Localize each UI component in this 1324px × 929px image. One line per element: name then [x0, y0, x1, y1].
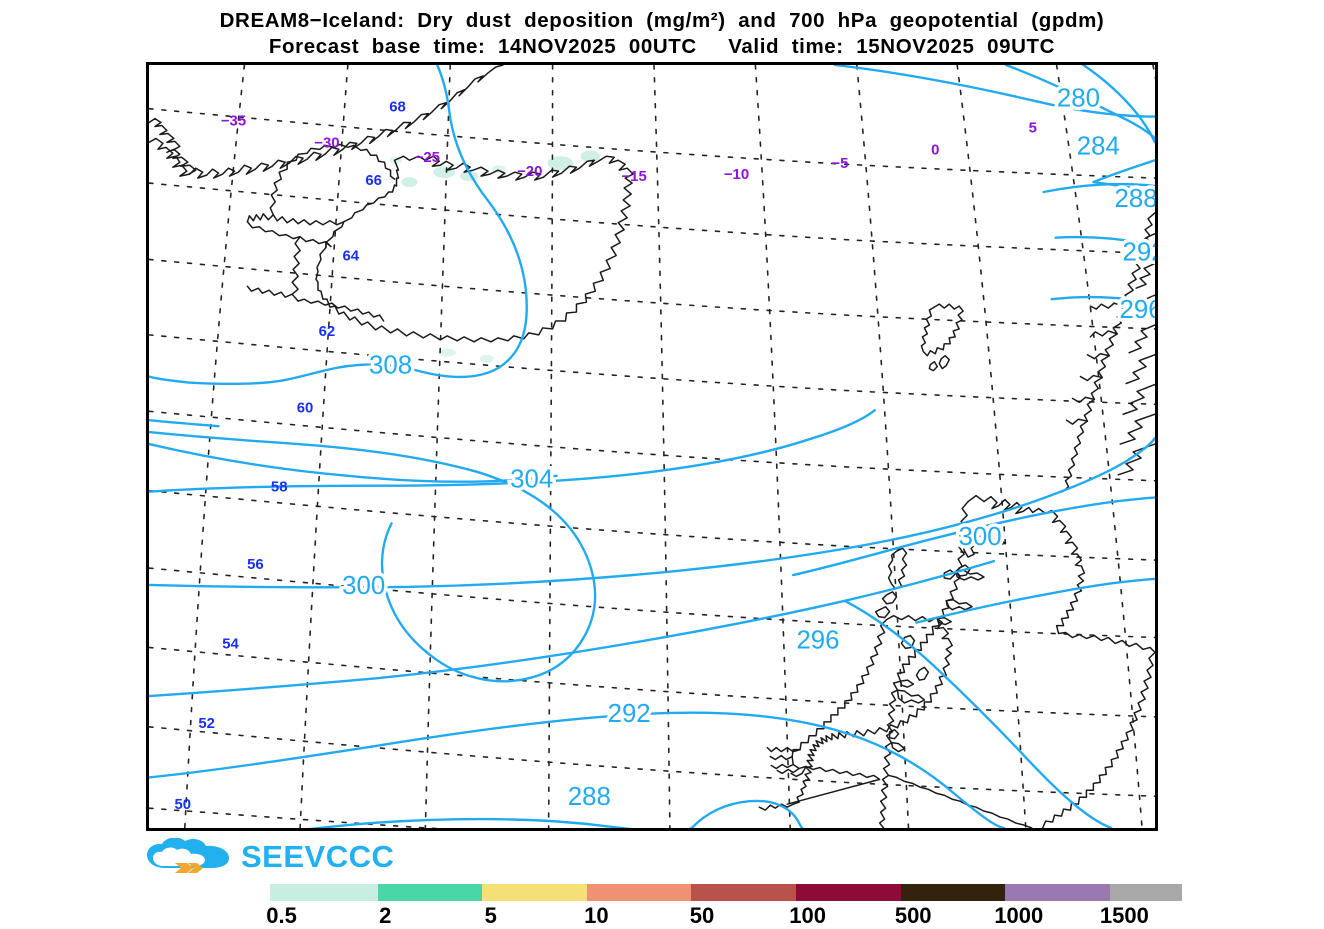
coastlines	[149, 65, 1155, 828]
svg-text:300: 300	[342, 572, 385, 600]
colorbar-segment	[1109, 884, 1182, 901]
colorbar-segment	[900, 884, 1006, 901]
longitude-labels: −35 −30 −25 −20 −15 −10 −5 0 5	[221, 114, 1037, 186]
svg-text:5: 5	[1029, 120, 1037, 136]
svg-text:−10: −10	[724, 167, 749, 183]
svg-text:284: 284	[1077, 132, 1120, 160]
dust-deposition-field	[389, 150, 601, 363]
colorbar-segment	[1005, 884, 1110, 901]
map-canvas[interactable]: 68 66 64 62 60 58 56 54 52 50 −35 −30 −2…	[149, 65, 1155, 828]
svg-text:64: 64	[343, 248, 360, 264]
colorbar-segment	[270, 884, 378, 901]
svg-text:296: 296	[1120, 296, 1155, 324]
svg-text:292: 292	[608, 700, 651, 728]
logo-text: SEEVCCC	[241, 838, 395, 874]
latitude-labels: 68 66 64 62 60 58 56 54 52 50	[175, 100, 406, 813]
colorbar-tick-label: 0.5	[266, 903, 297, 928]
map-frame[interactable]: 68 66 64 62 60 58 56 54 52 50 −35 −30 −2…	[146, 62, 1158, 831]
svg-text:300: 300	[958, 523, 1001, 551]
svg-text:308: 308	[369, 352, 412, 380]
svg-text:60: 60	[297, 400, 314, 416]
svg-text:280: 280	[1057, 85, 1100, 113]
title-line-2: Forecast base time: 14NOV2025 00UTC Vali…	[268, 35, 1056, 58]
colorbar-segment	[796, 884, 901, 901]
colorbar-tick-label: 2	[379, 903, 392, 928]
svg-text:292: 292	[1123, 238, 1155, 266]
svg-text:−25: −25	[415, 150, 440, 166]
cloud-icon	[147, 838, 229, 873]
contour-labels: 280 284 288 292 296 308 304 300 300 296 …	[339, 81, 1155, 814]
colorbar-segment	[586, 884, 692, 901]
svg-text:288: 288	[568, 783, 611, 811]
colorbar-segment	[377, 884, 483, 901]
svg-text:−20: −20	[517, 164, 542, 180]
svg-text:−35: −35	[221, 114, 246, 130]
colorbar-tick-label: 50	[689, 903, 715, 928]
svg-text:62: 62	[319, 324, 336, 340]
svg-text:296: 296	[796, 626, 839, 654]
svg-text:292: 292	[1123, 238, 1155, 266]
svg-text:52: 52	[198, 716, 215, 732]
colorbar-tick-label: 500	[894, 903, 932, 928]
svg-text:288: 288	[1115, 185, 1155, 213]
svg-text:300: 300	[342, 572, 385, 600]
colorbar-tick-label: 10	[584, 903, 609, 928]
svg-text:50: 50	[175, 797, 192, 813]
colorbar-segment	[482, 884, 587, 901]
svg-text:280: 280	[1057, 85, 1100, 113]
svg-text:288: 288	[1115, 185, 1155, 213]
colorbar-tick-label: 5	[484, 903, 497, 928]
svg-text:296: 296	[1120, 296, 1155, 324]
colorbar-tick-label: 100	[789, 903, 826, 928]
svg-text:296: 296	[796, 626, 839, 654]
colorbar-strip[interactable]	[222, 884, 1182, 901]
colorbar-tick-label: 1000	[994, 903, 1044, 928]
title-line-1: DREAM8−Iceland: Dry dust deposition (mg/…	[219, 9, 1105, 32]
svg-text:−15: −15	[621, 169, 646, 185]
svg-text:292: 292	[608, 700, 651, 728]
seevccc-logo: SEEVCCC	[145, 836, 394, 876]
svg-text:300: 300	[958, 523, 1001, 551]
svg-text:66: 66	[365, 173, 382, 189]
colorbar-tick-labels: 0.5 2 5 10 50 100 500 1000 1500	[222, 903, 1182, 929]
svg-text:−5: −5	[831, 156, 848, 172]
chart-title-block: DREAM8−Iceland: Dry dust deposition (mg/…	[0, 8, 1324, 60]
geopotential-contours	[149, 65, 1155, 828]
svg-text:54: 54	[222, 636, 239, 652]
colorbar-segment	[222, 884, 270, 901]
svg-text:56: 56	[247, 557, 264, 573]
svg-text:284: 284	[1077, 132, 1120, 160]
colorbar-segment	[691, 884, 797, 901]
colorbar-tick-label: 1500	[1099, 903, 1149, 928]
svg-text:304: 304	[510, 466, 553, 494]
svg-text:58: 58	[271, 480, 288, 496]
svg-text:0: 0	[931, 142, 939, 158]
svg-text:288: 288	[568, 783, 611, 811]
svg-text:68: 68	[389, 100, 406, 116]
dust-colorbar: 0.5 2 5 10 50 100 500 1000 1500	[222, 884, 1182, 929]
graticule-parallels	[149, 107, 1155, 828]
svg-text:304: 304	[510, 466, 553, 494]
svg-text:−30: −30	[314, 135, 339, 151]
svg-text:308: 308	[369, 352, 412, 380]
